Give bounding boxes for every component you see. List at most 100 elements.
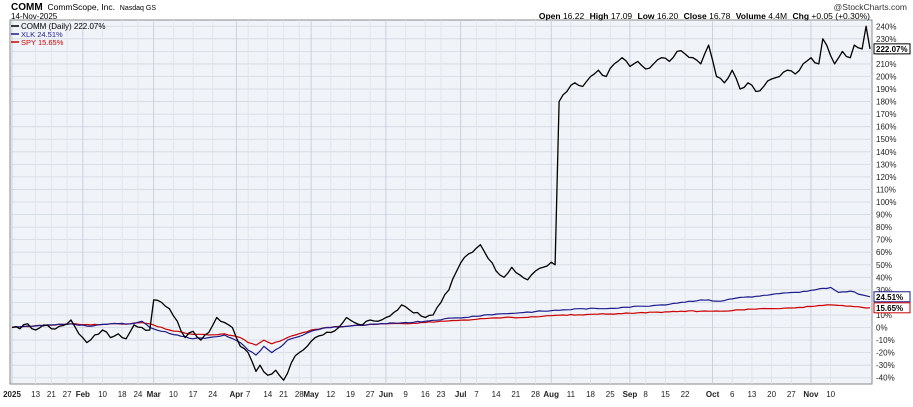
- y-tick-label: 140%: [876, 148, 896, 157]
- x-tick-label: Jul: [455, 390, 467, 399]
- x-tick-label: 14: [263, 390, 272, 399]
- y-tick-label: -10%: [876, 336, 895, 345]
- x-tick-label: 20: [767, 390, 776, 399]
- grid-lines: [10, 20, 872, 384]
- low-value: 16.20: [657, 11, 679, 21]
- series-line-spy: [11, 304, 871, 346]
- end-label-xlk: 24.51%: [876, 293, 903, 302]
- x-tick-label: 7: [246, 390, 251, 399]
- x-tick-label: 23: [437, 390, 446, 399]
- x-tick-label: 12: [326, 390, 335, 399]
- x-tick-label: 22: [681, 390, 690, 399]
- x-tick-label: 21: [511, 390, 520, 399]
- x-tick-label: 10: [826, 390, 835, 399]
- series-line-xlk: [11, 286, 871, 356]
- y-tick-label: -40%: [876, 374, 895, 383]
- end-labels: 222.07% 24.51% 15.65%: [873, 43, 911, 314]
- company-name: CommScope, Inc.: [47, 2, 115, 12]
- x-tick-label: 10: [169, 390, 178, 399]
- legend: COMM (Daily) 222.07% XLK 24.51% SPY 15.6…: [11, 22, 105, 47]
- y-tick-label: 200%: [876, 72, 896, 81]
- y-tick-label: 70%: [876, 236, 892, 245]
- x-tick-label: 8: [643, 390, 648, 399]
- y-tick-label: 100%: [876, 198, 896, 207]
- x-tick-label: 6: [730, 390, 735, 399]
- x-tick-label: Aug: [543, 390, 559, 399]
- y-tick-label: 40%: [876, 273, 892, 282]
- x-tick-label: 25: [606, 390, 615, 399]
- end-label-spy: 15.65%: [876, 304, 903, 313]
- series-line-comm: [11, 25, 871, 381]
- y-tick-label: 0%: [876, 324, 888, 333]
- x-tick-label: Mar: [147, 390, 161, 399]
- y-tick-label: -30%: [876, 361, 895, 370]
- x-tick-label: Sep: [623, 390, 638, 399]
- y-tick-label: 50%: [876, 261, 892, 270]
- watermark: @StockCharts.com: [834, 2, 907, 12]
- low-label: Low: [638, 11, 655, 21]
- x-tick-label: May: [303, 390, 319, 399]
- ohlc-summary: Open 16.22 High 17.09 Low 16.20 Close 16…: [539, 11, 870, 21]
- end-label-comm-box: [873, 43, 911, 55]
- y-tick-label: -20%: [876, 349, 895, 358]
- y-tick-label: 10%: [876, 311, 892, 320]
- x-tick-label: 13: [747, 390, 756, 399]
- end-label-comm: 222.07%: [876, 45, 908, 54]
- x-tick-label: 24: [208, 390, 217, 399]
- x-tick-label: 15: [661, 390, 670, 399]
- y-tick-label: 180%: [876, 98, 896, 107]
- x-tick-label: 27: [63, 390, 72, 399]
- high-value: 17.09: [611, 11, 633, 21]
- x-tick-label: 18: [586, 390, 595, 399]
- y-tick-label: 90%: [876, 211, 892, 220]
- y-tick-label: 60%: [876, 248, 892, 257]
- legend-entry-comm: COMM (Daily) 222.07%: [21, 22, 105, 31]
- legend-entry-spy: SPY 15.65%: [21, 38, 64, 47]
- x-tick-label: Nov: [803, 390, 819, 399]
- volume-value: 4.4M: [768, 11, 787, 21]
- y-tick-label: 230%: [876, 35, 896, 44]
- x-tick-label: 11: [567, 390, 576, 399]
- x-tick-label: 18: [118, 390, 127, 399]
- close-value: 16.78: [709, 11, 731, 21]
- chg-value: +0.05 (+0.30%): [811, 11, 870, 21]
- x-tick-label: Oct: [706, 390, 720, 399]
- legend-entry-xlk: XLK 24.51%: [21, 30, 63, 39]
- y-tick-label: 170%: [876, 110, 896, 119]
- chart-date: 14-Nov-2025: [11, 12, 58, 21]
- open-label: Open: [539, 11, 561, 21]
- svg-text:COMM CommScope, Inc.: COMM CommScope, Inc. Nasdaq GS: [11, 2, 156, 13]
- x-tick-label: 14: [492, 390, 501, 399]
- x-tick-label: 27: [366, 390, 375, 399]
- x-axis: 2025 13 21 27 Feb 10 18 24 Mar 10 17 24 Apr 7 14 21 28 Ma…: [3, 390, 836, 399]
- x-tick-label: Apr: [229, 390, 243, 399]
- x-tick-label: 21: [279, 390, 288, 399]
- high-label: High: [590, 11, 609, 21]
- y-tick-label: 130%: [876, 160, 896, 169]
- y-tick-label: 160%: [876, 123, 896, 132]
- y-tick-label: 240%: [876, 22, 896, 31]
- y-tick-label: 110%: [876, 185, 896, 194]
- x-tick-label: 13: [31, 390, 40, 399]
- y-tick-label: 150%: [876, 135, 896, 144]
- x-tick-label: 10: [98, 390, 107, 399]
- close-label: Close: [684, 11, 707, 21]
- x-tick-label: 24: [133, 390, 142, 399]
- volume-label: Volume: [736, 11, 766, 21]
- x-tick-label: 9: [403, 390, 408, 399]
- x-tick-label: 27: [787, 390, 796, 399]
- end-label-xlk-box: [873, 291, 911, 303]
- end-label-spy-box: [873, 302, 911, 314]
- x-tick-label: 19: [346, 390, 355, 399]
- series-lines: [11, 25, 871, 381]
- x-tick-label: 28: [295, 390, 304, 399]
- y-tick-label: 80%: [876, 223, 892, 232]
- x-tick-label: 28: [531, 390, 540, 399]
- x-tick-label: Jun: [379, 390, 393, 399]
- y-tick-label: 120%: [876, 173, 896, 182]
- x-tick-label: 2025: [3, 390, 21, 399]
- x-tick-label: 21: [47, 390, 56, 399]
- y-axis: -40%-30%-20%-10%0%10%20%30%40%50%60%70%8…: [876, 22, 896, 382]
